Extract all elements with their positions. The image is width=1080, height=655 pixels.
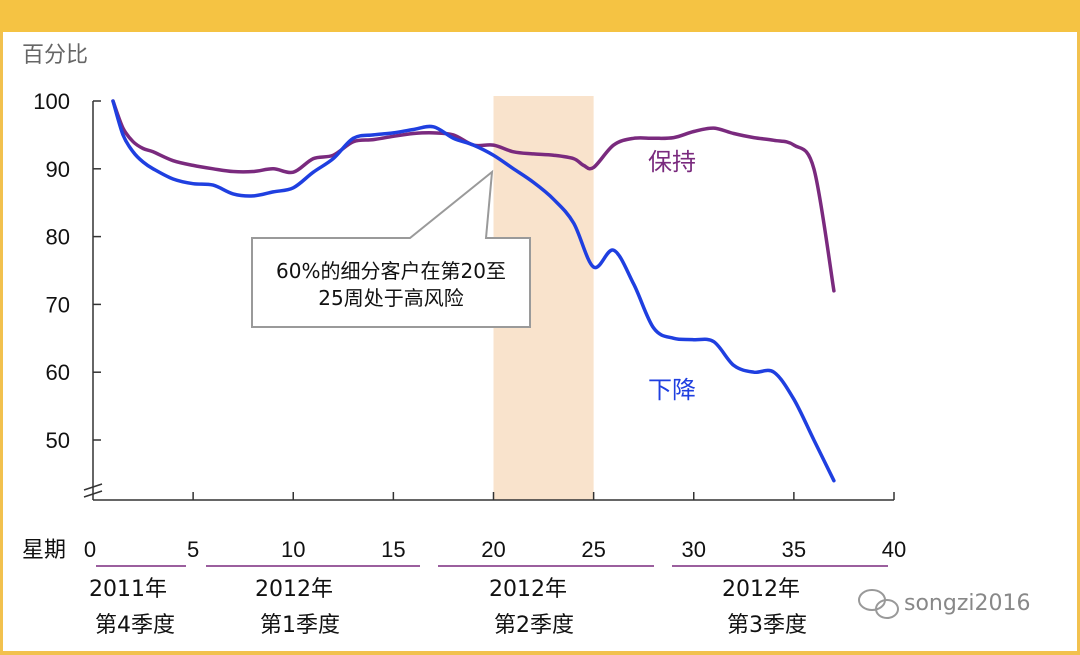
x-tick-label: 25 xyxy=(581,537,605,562)
x-tick-label: 35 xyxy=(782,537,806,562)
axis-break-mark xyxy=(83,483,103,498)
y-axis-label: 百分比 xyxy=(22,43,88,68)
callout-text-line1: 60%的细分客户在第20至 xyxy=(276,259,506,283)
quarter-name-label: 第4季度 xyxy=(95,613,175,638)
quarter-name-label: 第3季度 xyxy=(727,613,807,638)
annotation-callout: 60%的细分客户在第20至 25周处于高风险 xyxy=(251,169,531,328)
x-tick-label: 30 xyxy=(682,537,706,562)
y-tick-label: 70 xyxy=(46,292,70,317)
y-tick-label: 90 xyxy=(46,157,70,182)
quarter-year-label: 2012年 xyxy=(722,577,800,602)
x-tick-label: 5 xyxy=(187,537,199,562)
y-tick-label: 100 xyxy=(33,89,70,114)
quarter-name-label: 第2季度 xyxy=(494,613,574,638)
header-band xyxy=(0,0,1080,32)
x-tick-label: 20 xyxy=(481,537,505,562)
y-tick-label: 60 xyxy=(46,360,70,385)
callout-text-line2: 25周处于高风险 xyxy=(318,286,463,310)
x-axis-label: 星期 xyxy=(22,538,66,563)
quarter-name-label: 第1季度 xyxy=(260,613,340,638)
series-label-keep: 保持 xyxy=(648,148,696,176)
x-tick-label: 40 xyxy=(882,537,906,562)
watermark: songzi2016 xyxy=(858,589,1030,619)
x-tick-label: 10 xyxy=(281,537,305,562)
y-tick-label: 50 xyxy=(46,428,70,453)
series-label-decline: 下降 xyxy=(648,376,696,404)
x-tick-label: 15 xyxy=(381,537,405,562)
series-line-decline xyxy=(111,99,836,483)
wechat-icon xyxy=(858,589,899,619)
callout-box xyxy=(251,169,531,328)
quarter-year-label: 2012年 xyxy=(255,577,333,602)
quarter-year-label: 2012年 xyxy=(489,577,567,602)
quarter-year-label: 2011年 xyxy=(89,577,167,602)
y-tick-label: 80 xyxy=(46,225,70,250)
x-tick-label: 0 xyxy=(84,537,96,562)
quarter-labels: 2011年 第4季度 2012年 第1季度 2012年 第2季度 2012年 第… xyxy=(89,565,888,638)
watermark-text: songzi2016 xyxy=(904,591,1030,616)
